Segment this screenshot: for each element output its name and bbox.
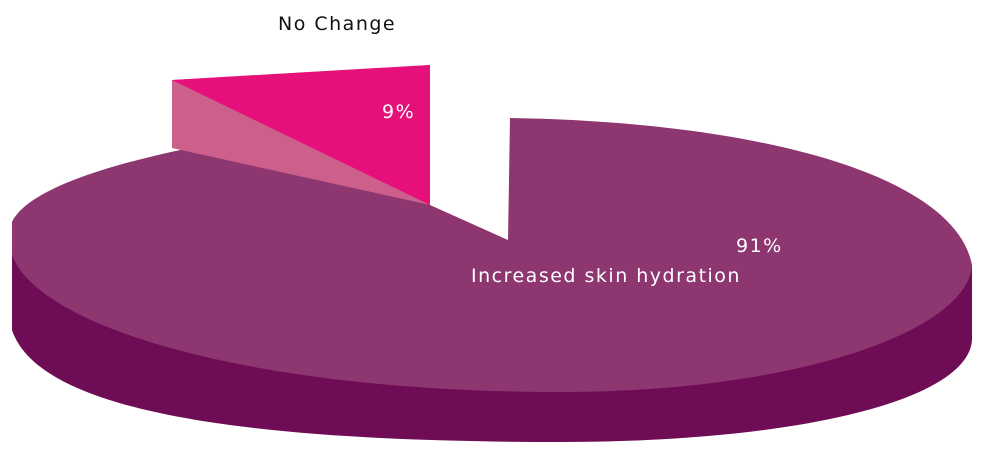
slice-name-label-increased-skin-hydration: Increased skin hydration xyxy=(471,265,741,287)
pie-slice-increased-skin-hydration xyxy=(12,118,972,392)
slice-name-label-no-change: No Change xyxy=(278,13,396,35)
pie-slice-no-change xyxy=(172,65,430,205)
slice-value-label-no-change: 9% xyxy=(382,101,415,123)
slice-value-label-increased-skin-hydration: 91% xyxy=(736,235,783,257)
